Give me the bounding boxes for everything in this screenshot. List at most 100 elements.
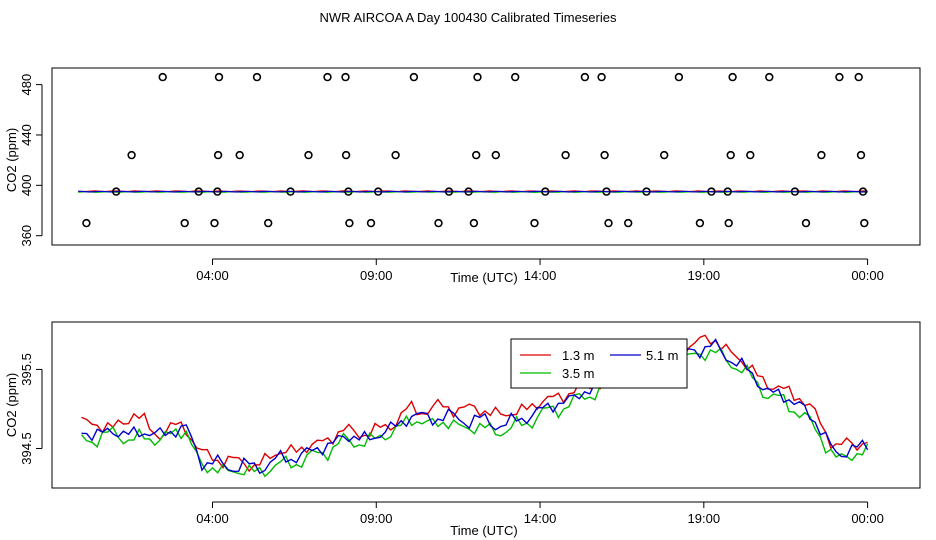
y-tick-label: 440 [19,124,34,146]
scatter-point [726,150,735,160]
top-y-label: CO2 (ppm) [4,128,19,192]
y-tick-label: 394.5 [19,432,34,465]
scatter-point [213,150,223,160]
chart-title: NWR AIRCOA A Day 100430 Calibrated Times… [320,10,617,25]
scatter-point [695,218,705,228]
scatter-point [856,150,866,160]
scatter-point [434,218,443,228]
legend-label-3-5m: 3.5 m [562,366,595,381]
scatter-point [642,187,651,196]
scatter-point [765,72,774,82]
legend-box [510,338,688,389]
scatter-point [127,150,136,160]
x-tick-label: 14:00 [524,268,557,283]
scatter-point [235,150,244,160]
scatter-point [82,218,91,228]
scatter-point [323,72,332,82]
top-x-axis: 04:00 09:00 14:00 19:00 00:00 [196,258,884,283]
top-plot-frame [51,67,921,246]
scatter-point [707,187,716,196]
scatter-point [600,150,609,160]
scatter-point [213,187,222,196]
legend-label-5-1m: 5.1 m [646,348,679,363]
scatter-point [391,150,400,160]
scatter-point [623,218,633,228]
bottom-x-label: Time (UTC) [450,523,517,538]
y-tick-label: 480 [19,74,34,96]
x-tick-label: 00:00 [851,268,884,283]
series-line-35m [80,347,869,478]
legend: 1.3 m 5.1 m 3.5 m [510,338,688,389]
scatter-point [860,218,869,228]
x-tick-label: 19:00 [688,511,721,526]
scatter-point [491,150,500,160]
scatter-point [214,72,224,82]
top-y-axis: 360 400 440 480 [19,74,43,247]
x-tick-label: 00:00 [851,511,884,526]
scatter-point [366,218,376,228]
x-tick-label: 04:00 [196,511,229,526]
top-x-label: Time (UTC) [450,270,517,285]
scatter-point [344,187,353,196]
x-tick-label: 09:00 [360,268,393,283]
scatter-point [264,218,273,228]
scatter-point [723,187,732,196]
scatter-point [801,218,811,228]
scatter-point [473,72,482,82]
scatter-point [444,187,454,196]
scatter-point [659,150,669,160]
series-line-13m [81,334,868,473]
scatter-point [210,218,219,228]
scatter-point [341,72,350,82]
scatter-point [341,150,351,160]
legend-label-1-3m: 1.3 m [562,348,595,363]
scatter-point [817,150,826,160]
scatter-point [597,72,606,82]
scatter-point [858,187,868,196]
x-tick-label: 04:00 [196,268,229,283]
scatter-point [790,187,800,196]
scatter-point [530,218,539,228]
x-tick-label: 19:00 [688,268,721,283]
top-panel: 04:00 09:00 14:00 19:00 00:00 360 400 440 480 T… [4,67,921,285]
series-line-51m [81,338,869,475]
scatter-point [604,218,613,228]
scatter-point [561,150,570,160]
top-flat-line-51m [78,190,868,193]
scatter-point [469,218,479,228]
scatter-point [286,187,295,196]
scatter-point [158,72,167,82]
bottom-x-axis: 04:00 09:00 14:00 19:00 00:00 [196,501,884,526]
scatter-point [854,72,863,82]
bottom-series-lines [80,334,869,478]
scatter-point [111,187,121,196]
scatter-point [345,218,354,228]
y-tick-label: 400 [19,174,34,196]
bottom-panel: 04:00 09:00 14:00 19:00 00:00 394.5 395.5 Tim… [4,321,921,538]
scatter-point [746,150,755,160]
scatter-point [304,150,313,160]
scatter-point [602,187,611,196]
top-points [82,72,869,228]
scatter-point [724,218,733,228]
scatter-point [374,187,383,196]
bottom-plot-frame [51,321,921,489]
y-tick-label: 360 [19,225,34,247]
scatter-point [541,187,550,196]
scatter-point [835,72,844,82]
x-tick-label: 09:00 [360,511,393,526]
scatter-point [674,72,684,82]
y-tick-label: 395.5 [19,353,34,386]
scatter-point [580,72,590,82]
scatter-point [194,187,203,196]
x-tick-label: 14:00 [524,511,557,526]
scatter-point [464,187,473,196]
scatter-point [728,72,737,82]
bottom-y-axis: 394.5 395.5 [19,353,43,465]
scatter-point [180,218,189,228]
bottom-y-label: CO2 (ppm) [4,373,19,437]
scatter-point [409,72,419,82]
scatter-point [511,72,520,82]
scatter-point [252,72,262,82]
